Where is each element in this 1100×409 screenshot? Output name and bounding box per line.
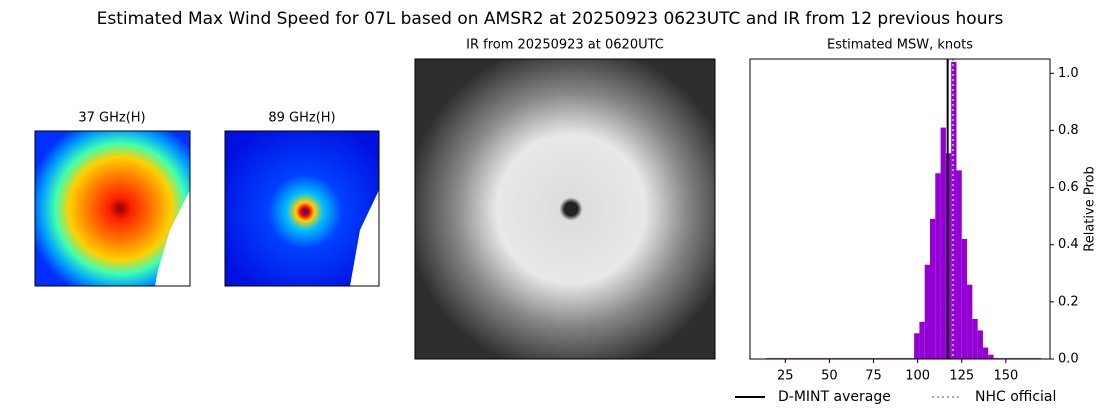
- bar: [940, 127, 946, 359]
- x-tick-label: 50: [821, 369, 838, 384]
- bar: [914, 333, 920, 359]
- y-axis-label: Relative Prob: [1083, 166, 1098, 251]
- x-tick-label: 75: [865, 369, 882, 384]
- bar: [967, 284, 973, 359]
- y-tick-label: 0.6: [1058, 180, 1079, 195]
- y-tick-label: 0.8: [1058, 123, 1079, 138]
- bar: [956, 170, 962, 359]
- image-37ghz: [34, 130, 191, 287]
- bar: [972, 319, 978, 359]
- x-tick-label: 25: [777, 369, 794, 384]
- bar: [961, 239, 968, 359]
- y-tick-label: 0.2: [1058, 294, 1079, 309]
- panel-title: 89 GHz(H): [268, 111, 335, 126]
- legend-label: NHC official: [975, 389, 1056, 405]
- bar: [982, 347, 989, 359]
- x-tick-label: 125: [949, 369, 974, 384]
- bar: [924, 264, 930, 359]
- image-ir: [414, 58, 716, 360]
- x-tick-label: 100: [905, 369, 930, 384]
- bar: [977, 330, 983, 359]
- x-tick-label: 150: [993, 369, 1018, 384]
- bar: [919, 321, 925, 359]
- bar: [935, 173, 941, 359]
- legend-label: D-MINT average: [778, 389, 891, 405]
- y-tick-label: 0.4: [1058, 237, 1079, 252]
- chart-title: Estimated Max Wind Speed for 07L based o…: [97, 9, 1004, 29]
- bar: [988, 354, 994, 359]
- axes-frame: [749, 58, 1051, 360]
- bar: [930, 219, 936, 359]
- subtitle: Estimated MSW, knots: [827, 38, 973, 53]
- panel-title: 37 GHz(H): [78, 111, 145, 126]
- y-tick-label: 0.0: [1058, 352, 1079, 367]
- panel-title: IR from 20250923 at 0620UTC: [466, 38, 664, 53]
- y-tick-label: 1.0: [1058, 66, 1079, 81]
- image-89ghz: [224, 130, 380, 287]
